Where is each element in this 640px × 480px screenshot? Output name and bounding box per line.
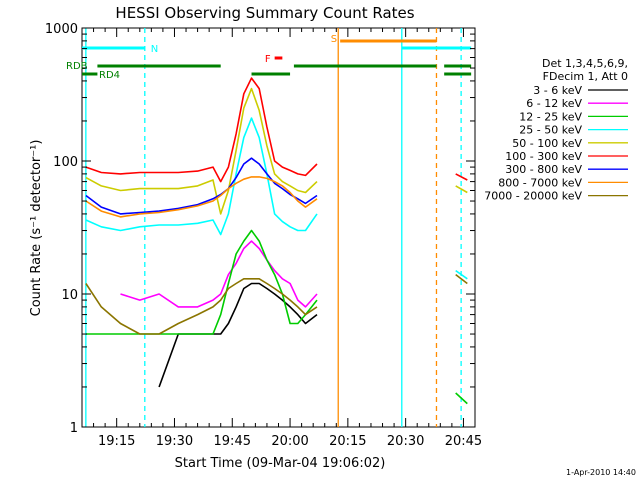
x-tick-label: 19:15 xyxy=(98,434,135,449)
legend-label: 12 - 25 keV xyxy=(519,110,582,123)
series-line xyxy=(85,229,318,335)
series-line-after-gap xyxy=(455,173,468,181)
series-line-after-gap xyxy=(455,392,468,405)
flag-label-f: F xyxy=(265,54,271,65)
series-line xyxy=(158,282,318,388)
legend-label: 800 - 7000 keV xyxy=(498,176,582,189)
flag-label-rdb: RDB xyxy=(66,61,88,72)
series-line xyxy=(85,176,318,218)
series-line xyxy=(85,77,318,183)
flag-label-n: N xyxy=(151,44,158,55)
legend-header-2: FDecim 1, Att 0 xyxy=(543,70,628,83)
legend-label: 3 - 6 keV xyxy=(533,84,582,97)
y-tick-label: 100 xyxy=(53,155,78,170)
flag-bars: N S F RDB RD4 xyxy=(66,34,472,81)
series-lines xyxy=(85,77,468,405)
legend-label: 25 - 50 keV xyxy=(519,124,582,137)
legend-label: 50 - 100 keV xyxy=(512,137,582,150)
legend-label: 100 - 300 keV xyxy=(505,150,582,163)
series-line xyxy=(85,278,318,335)
y-axis-ticks: 1 10 100 1000 xyxy=(45,22,475,436)
series-line-after-gap xyxy=(455,269,468,280)
x-tick-label: 19:30 xyxy=(156,434,193,449)
x-tick-label: 19:45 xyxy=(214,434,251,449)
plot-area xyxy=(81,27,476,428)
vertical-markers xyxy=(85,28,462,427)
legend-label: 300 - 800 keV xyxy=(505,163,582,176)
legend-header-1: Det 1,3,4,5,6,9, xyxy=(542,57,628,70)
x-tick-label: 20:45 xyxy=(445,434,482,449)
x-tick-label: 20:15 xyxy=(329,434,366,449)
legend-label: 6 - 12 keV xyxy=(526,97,582,110)
x-tick-label: 20:00 xyxy=(271,434,308,449)
flag-label-rd4: RD4 xyxy=(99,70,120,81)
y-tick-label: 1 xyxy=(70,421,78,436)
chart-title: HESSI Observing Summary Count Rates xyxy=(115,4,414,22)
series-line xyxy=(85,117,318,236)
x-axis-ticks: 19:15 19:30 19:45 20:00 20:15 20:30 20:45 xyxy=(93,28,482,449)
flag-label-s: S xyxy=(331,34,337,45)
legend-label: 7000 - 20000 keV xyxy=(484,190,582,203)
series-line-after-gap xyxy=(455,185,468,194)
y-tick-label: 1000 xyxy=(45,22,78,37)
y-axis-label: Count Rate (s⁻¹ detector⁻¹) xyxy=(29,140,44,317)
footer-timestamp: 1-Apr-2010 14:40 xyxy=(566,468,636,477)
series-line xyxy=(85,157,318,215)
series-line xyxy=(120,240,318,308)
series-line xyxy=(85,87,318,215)
x-axis-label: Start Time (09-Mar-04 19:06:02) xyxy=(175,456,386,471)
legend: Det 1,3,4,5,6,9, FDecim 1, Att 0 3 - 6 k… xyxy=(484,57,628,203)
x-tick-label: 20:30 xyxy=(387,434,424,449)
series-line-after-gap xyxy=(455,273,468,285)
y-tick-label: 10 xyxy=(61,288,78,303)
